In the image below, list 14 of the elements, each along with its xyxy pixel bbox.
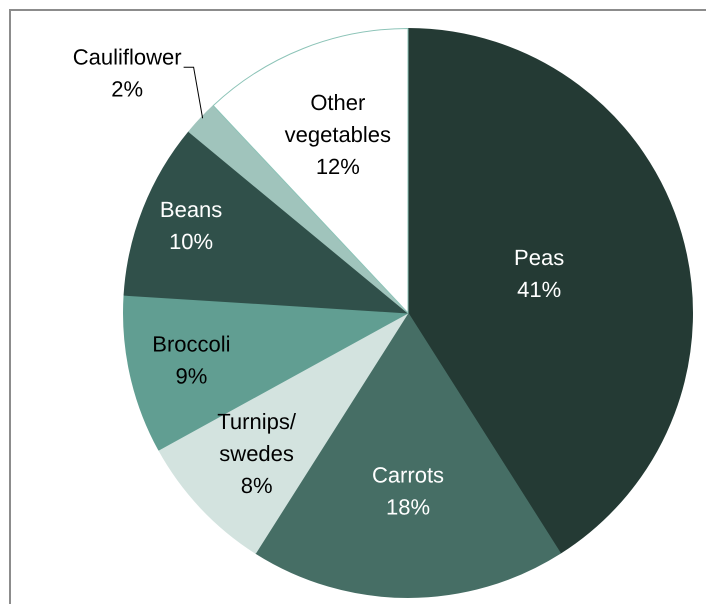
data-label: 9% (176, 363, 208, 388)
data-label: 10% (169, 229, 214, 254)
slice-label: Cauliflower (72, 44, 182, 70)
slice-label: Beans (160, 197, 222, 222)
data-label: 12% (316, 154, 360, 179)
slice-label: Peas (514, 244, 564, 270)
slice-label: Carrots (372, 462, 444, 488)
slice-label: Turnips/swedes (217, 409, 297, 466)
data-label: 41% (517, 276, 562, 302)
data-label: 2% (111, 76, 144, 102)
slice-label: Broccoli (152, 331, 231, 356)
data-label: 8% (240, 473, 273, 498)
data-label: 18% (386, 494, 430, 520)
slice-label: Other vegetables (284, 90, 392, 147)
